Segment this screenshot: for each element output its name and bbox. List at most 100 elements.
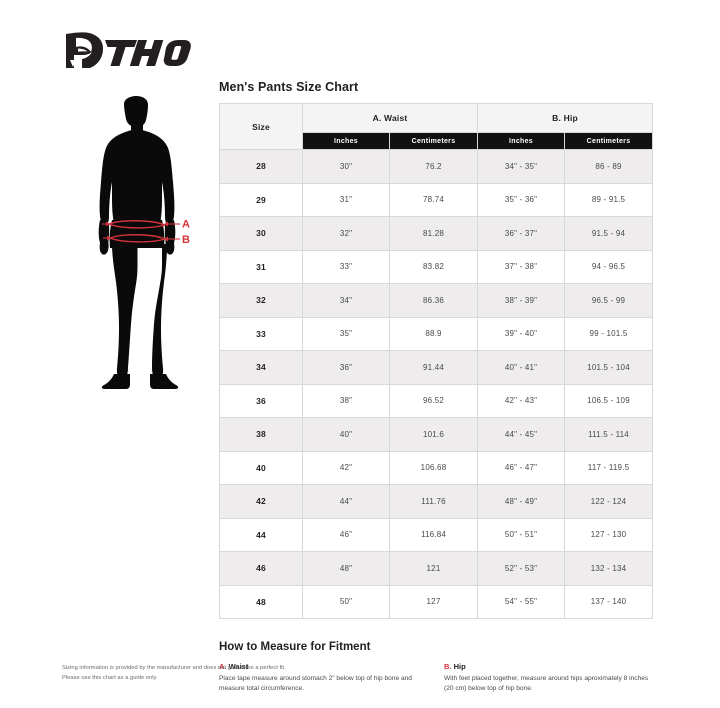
header-waist-inches: Inches [302, 132, 390, 150]
row-waist-inches: 31" [302, 182, 390, 217]
waist-letter: A. [219, 662, 227, 671]
row-hip-inches: 52" - 53" [477, 551, 566, 586]
table-body: 28 30" 76.2 34" - 35" 86 - 89 29 31" 78.74 35" -… [219, 149, 654, 619]
row-hip-inches: 37" - 38" [477, 249, 566, 284]
row-waist-centimeters: 121 [388, 551, 479, 586]
header-hip-group: B. Hip [477, 103, 654, 133]
row-hip-centimeters: 91.5 - 94 [564, 216, 654, 251]
row-hip-centimeters: 106.5 - 109 [564, 383, 654, 418]
table-row: 34 36" 91.44 40" - 41" 101.5 - 104 [219, 350, 654, 385]
row-waist-centimeters: 86.36 [388, 283, 479, 318]
table-row: 46 48" 121 52" - 53" 132 - 134 [219, 551, 654, 586]
table-row: 36 38" 96.52 42" - 43" 106.5 - 109 [219, 383, 654, 418]
table-row: 29 31" 78.74 35" - 36" 89 - 91.5 [219, 182, 654, 217]
row-waist-centimeters: 76.2 [388, 149, 479, 184]
row-hip-inches: 48" - 49" [477, 484, 566, 519]
row-size: 29 [219, 182, 303, 217]
table-row: 38 40" 101.6 44" - 45" 111.5 - 114 [219, 417, 654, 452]
row-size: 44 [219, 517, 303, 552]
row-hip-inches: 36" - 37" [477, 216, 566, 251]
row-size: 33 [219, 316, 303, 351]
header-row-units: Inches Centimeters Inches Centimeters [220, 132, 654, 150]
row-waist-centimeters: 83.82 [388, 249, 479, 284]
row-waist-centimeters: 116.84 [388, 517, 479, 552]
row-hip-centimeters: 127 - 130 [564, 517, 654, 552]
table-row: 33 35" 88.9 39" - 40" 99 - 101.5 [219, 316, 654, 351]
measurement-figure: A B [76, 96, 206, 396]
row-waist-inches: 34" [302, 283, 390, 318]
row-hip-centimeters: 94 - 96.5 [564, 249, 654, 284]
row-hip-inches: 38" - 39" [477, 283, 566, 318]
hip-label: Hip [453, 662, 466, 671]
size-chart-panel: Men's Pants Size Chart Size A. Waist B. … [219, 80, 654, 694]
thor-viking-helmet-icon [66, 32, 191, 68]
row-waist-inches: 38" [302, 383, 390, 418]
row-hip-inches: 54" - 55" [477, 584, 566, 619]
row-hip-centimeters: 89 - 91.5 [564, 182, 654, 217]
row-waist-centimeters: 111.76 [388, 484, 479, 519]
table-row: 42 44" 111.76 48" - 49" 122 - 124 [219, 484, 654, 519]
row-hip-inches: 44" - 45" [477, 417, 566, 452]
table-row: 31 33" 83.82 37" - 38" 94 - 96.5 [219, 249, 654, 284]
row-waist-centimeters: 78.74 [388, 182, 479, 217]
row-size: 32 [219, 283, 303, 318]
row-hip-inches: 39" - 40" [477, 316, 566, 351]
row-hip-centimeters: 101.5 - 104 [564, 350, 654, 385]
how-to-measure-section: How to Measure for Fitment A. Waist Plac… [219, 641, 652, 694]
hip-letter: B. [444, 662, 452, 671]
row-waist-centimeters: 106.68 [388, 450, 479, 485]
row-size: 42 [219, 484, 303, 519]
row-size: 40 [219, 450, 303, 485]
row-waist-inches: 44" [302, 484, 390, 519]
how-to-waist-block: A. Waist Place tape measure around stoma… [219, 662, 424, 694]
size-chart-table: Size A. Waist B. Hip Inches Centimeters … [219, 103, 654, 619]
row-waist-inches: 30" [302, 149, 390, 184]
row-hip-centimeters: 111.5 - 114 [564, 417, 654, 452]
how-to-measure-title: How to Measure for Fitment [219, 641, 371, 653]
row-hip-centimeters: 99 - 101.5 [564, 316, 654, 351]
row-waist-centimeters: 88.9 [388, 316, 479, 351]
figure-marker-b: B [182, 234, 190, 246]
row-waist-inches: 33" [302, 249, 390, 284]
row-waist-inches: 48" [302, 551, 390, 586]
header-size: Size [219, 103, 303, 150]
row-waist-centimeters: 127 [388, 584, 479, 619]
row-waist-inches: 36" [302, 350, 390, 385]
how-to-waist-heading: A. Waist [219, 662, 424, 671]
row-waist-inches: 40" [302, 417, 390, 452]
header-row-groups: Size A. Waist B. Hip [219, 103, 654, 150]
row-size: 34 [219, 350, 303, 385]
row-hip-inches: 46" - 47" [477, 450, 566, 485]
hip-measure-line [109, 234, 166, 243]
row-waist-inches: 35" [302, 316, 390, 351]
header-waist-centimeters: Centimeters [388, 132, 479, 150]
row-hip-centimeters: 86 - 89 [564, 149, 654, 184]
row-hip-centimeters: 96.5 - 99 [564, 283, 654, 318]
row-waist-inches: 50" [302, 584, 390, 619]
row-waist-inches: 32" [302, 216, 390, 251]
row-hip-centimeters: 117 - 119.5 [564, 450, 654, 485]
table-row: 28 30" 76.2 34" - 35" 86 - 89 [219, 149, 654, 184]
row-waist-inches: 42" [302, 450, 390, 485]
row-size: 30 [219, 216, 303, 251]
table-row: 32 34" 86.36 38" - 39" 96.5 - 99 [219, 283, 654, 318]
waist-measure-line [108, 220, 166, 229]
row-hip-centimeters: 132 - 134 [564, 551, 654, 586]
row-size: 31 [219, 249, 303, 284]
row-waist-centimeters: 91.44 [388, 350, 479, 385]
header-hip-inches: Inches [477, 132, 566, 150]
brand-logo [62, 28, 192, 72]
disclaimer: Sizing information is provided by the ma… [62, 663, 482, 683]
row-size: 38 [219, 417, 303, 452]
row-hip-inches: 35" - 36" [477, 182, 566, 217]
how-to-hip-text: With feet placed together, measure aroun… [444, 675, 649, 693]
row-waist-centimeters: 96.52 [388, 383, 479, 418]
figure-marker-a: A [182, 219, 190, 231]
table-header: Size A. Waist B. Hip Inches Centimeters … [219, 103, 654, 150]
row-size: 28 [219, 149, 303, 184]
table-row: 30 32" 81.28 36" - 37" 91.5 - 94 [219, 216, 654, 251]
page-title: Men's Pants Size Chart [219, 80, 359, 94]
row-hip-centimeters: 122 - 124 [564, 484, 654, 519]
table-row: 48 50" 127 54" - 55" 137 - 140 [219, 584, 654, 619]
disclaimer-line-1: Sizing information is provided by the ma… [62, 665, 286, 671]
